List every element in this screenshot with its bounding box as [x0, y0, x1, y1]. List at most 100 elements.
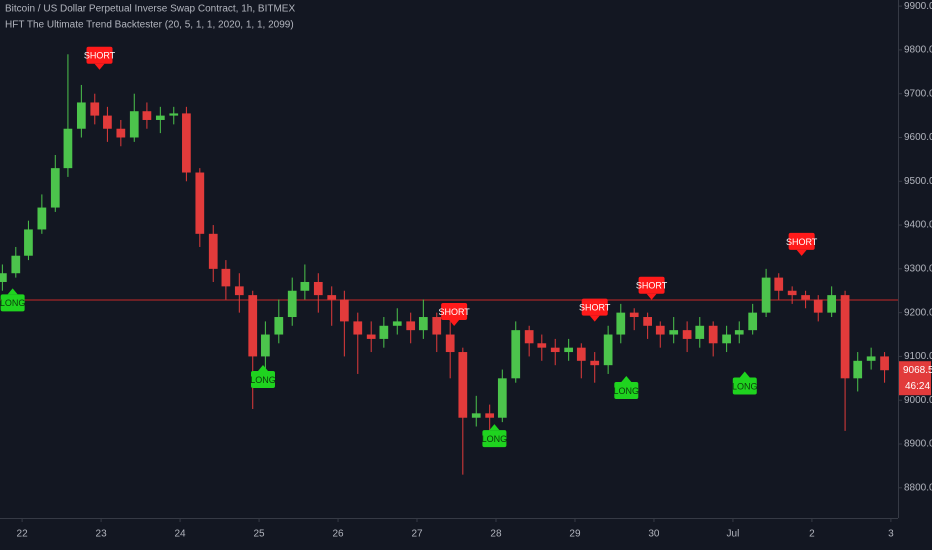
candle-body [761, 277, 771, 313]
candle-body [801, 295, 810, 300]
last-price-box [899, 361, 931, 396]
candle-body [432, 317, 442, 335]
candle-body [550, 347, 560, 353]
candle-body [24, 229, 33, 256]
signal-pointer [489, 424, 500, 431]
x-tick-label: 23 [96, 529, 108, 540]
candle-body [708, 325, 718, 344]
x-tick-label: 30 [648, 529, 660, 540]
y-tick-label: 9800.0 [904, 45, 932, 56]
signal-pointer [739, 371, 750, 378]
candle-body [142, 111, 152, 120]
signal-label: SHORT [786, 237, 818, 247]
candle-body [195, 172, 205, 234]
signal-pointer [258, 364, 269, 371]
candle-body [169, 113, 179, 116]
signal-box [638, 276, 665, 294]
signal-label: SHORT [636, 281, 668, 291]
signal-pointer [94, 63, 105, 70]
signal-pointer [449, 319, 460, 326]
y-tick-label: 9500.0 [904, 176, 932, 187]
signal-box [86, 46, 113, 64]
candle-body [0, 273, 7, 282]
candle-body [261, 334, 270, 357]
candle-body [576, 347, 586, 361]
signal-pointer [589, 315, 600, 322]
candle-body [853, 360, 863, 379]
candle-body [564, 347, 574, 353]
candle-body [840, 295, 850, 379]
candle-body [327, 295, 337, 300]
candle-body [511, 330, 521, 379]
candle-body [208, 233, 218, 269]
candle-body [827, 295, 837, 313]
candle-body [300, 281, 310, 291]
candle-body [682, 330, 692, 339]
candle-body [50, 168, 60, 208]
candle-body [234, 286, 244, 296]
signal-pointer [621, 375, 632, 382]
candle-body [813, 299, 823, 313]
chart-title: Bitcoin / US Dollar Perpetual Inverse Sw… [5, 4, 295, 15]
signal-box [482, 430, 507, 448]
x-tick-label: 28 [490, 529, 502, 540]
x-tick-label: Jul [727, 529, 740, 540]
x-tick-label: 24 [175, 529, 187, 540]
signal-box [251, 370, 276, 388]
candle-body [287, 290, 297, 318]
candle-body [366, 334, 376, 339]
candle-body [655, 325, 665, 335]
candle-body [537, 343, 547, 348]
candle-body [353, 321, 363, 335]
signal-label: LONG [614, 386, 640, 396]
candle-body [590, 360, 600, 366]
candle-body [129, 111, 139, 138]
y-tick-label: 9600.0 [904, 132, 932, 143]
candle-body [116, 128, 126, 138]
signal-label: LONG [732, 381, 758, 391]
y-tick-label: 9400.0 [904, 220, 932, 231]
signal-box [581, 298, 608, 316]
x-tick-label: 25 [253, 529, 265, 540]
candle-body [722, 334, 731, 344]
signal-box [0, 294, 25, 312]
candle-body [734, 330, 744, 335]
y-tick-label: 9200.0 [904, 307, 932, 318]
y-tick-label: 9300.0 [904, 263, 932, 274]
candle-body [418, 317, 428, 331]
signal-label: LONG [250, 375, 276, 385]
candle-body [616, 312, 626, 335]
candle-body [774, 277, 784, 291]
candle-body [221, 268, 231, 287]
signal-pointer [646, 293, 657, 300]
candle-body [182, 113, 191, 173]
candle-body [748, 312, 758, 331]
candle-body [880, 356, 889, 371]
last-price-label: 9068.5 [903, 365, 932, 376]
indicator-title: HFT The Ultimate Trend Backtester (20, 5… [5, 20, 294, 31]
candle-body [103, 115, 112, 129]
y-tick-label: 8800.0 [904, 482, 932, 493]
candle-body [643, 317, 652, 326]
candle-body [248, 295, 258, 357]
signal-pointer [796, 249, 807, 256]
candle-body [695, 325, 705, 339]
signal-label: SHORT [84, 51, 116, 61]
candle-body [787, 290, 797, 296]
candle-body [669, 330, 679, 335]
candle-body [90, 102, 100, 116]
candle-body [274, 317, 284, 335]
candle-body [63, 128, 73, 169]
y-tick-label: 9100.0 [904, 351, 932, 362]
candle-body [497, 378, 507, 418]
candle-body [866, 356, 876, 361]
signal-pointer [7, 288, 18, 295]
candle-body [485, 413, 495, 418]
x-tick-label: 27 [411, 529, 423, 540]
signal-box [614, 381, 639, 399]
y-tick-label: 9000.0 [904, 395, 932, 406]
signal-box [732, 377, 757, 395]
candle-body [339, 299, 349, 322]
candle-body [445, 334, 455, 353]
